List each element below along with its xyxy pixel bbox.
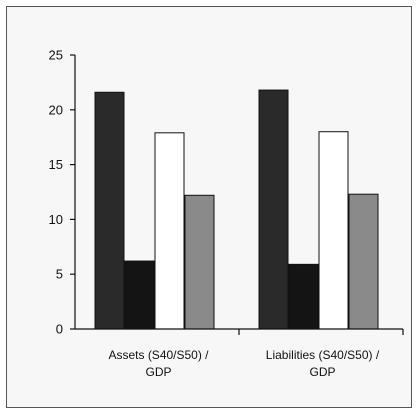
y-tick-label: 5	[56, 267, 63, 282]
y-tick-label: 20	[49, 102, 63, 117]
bar-chart: 0 5 10 15 20 25 Assets (S40/S50) / GDP Liabilit…	[49, 48, 404, 379]
chart-frame: 0 5 10 15 20 25 Assets (S40/S50) / GDP Liabilit…	[6, 6, 412, 408]
y-tick-label: 15	[49, 157, 63, 172]
bar-1-series-4	[184, 194, 215, 330]
y-tick-label: 0	[56, 322, 63, 337]
x-category-label: GDP	[309, 365, 335, 379]
bar-2-series-3	[318, 131, 349, 330]
bar-2-series-1	[258, 89, 289, 330]
x-category-label: Assets (S40/S50) /	[108, 348, 209, 362]
bar-1-series-1	[94, 91, 125, 330]
bar-1-series-2	[124, 260, 155, 330]
x-category-label: Liabilities (S40/S50) /	[266, 348, 380, 362]
y-tick-label: 25	[49, 48, 63, 63]
x-category-label: GDP	[145, 365, 171, 379]
y-tick-label: 10	[49, 212, 63, 227]
bar-2-series-4	[348, 193, 379, 330]
bar-1-series-3	[154, 132, 185, 330]
bar-2-series-2	[288, 263, 319, 330]
